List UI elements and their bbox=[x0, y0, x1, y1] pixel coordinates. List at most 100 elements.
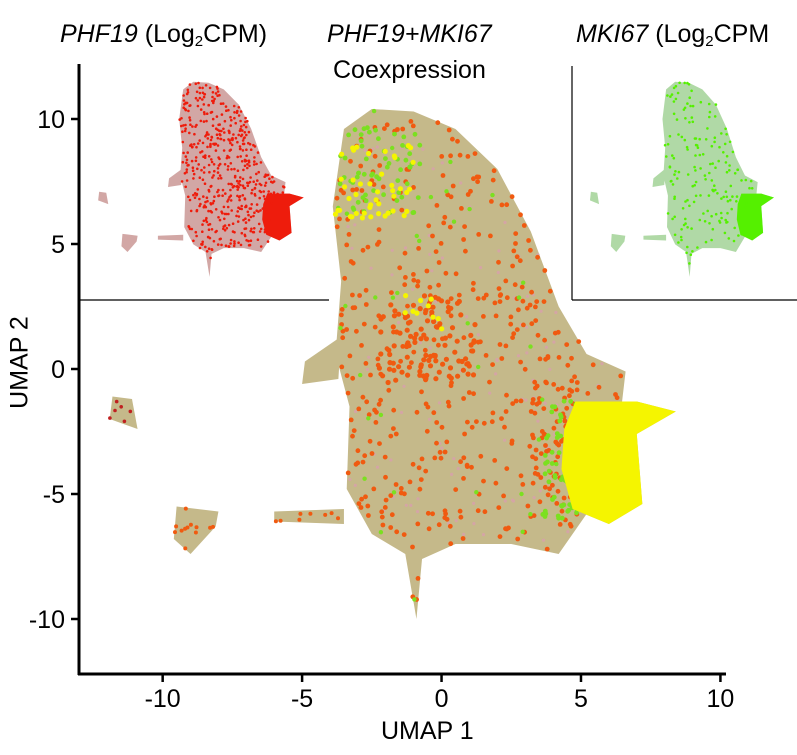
inset-high-point bbox=[196, 188, 200, 191]
phf19-only-point bbox=[569, 378, 575, 384]
inset-high-point bbox=[743, 230, 747, 234]
phf19-only-point bbox=[475, 339, 481, 345]
inset-high-point bbox=[224, 105, 228, 108]
inset-high-point bbox=[242, 218, 245, 222]
phf19-only-point bbox=[350, 375, 356, 381]
inset-high-point bbox=[243, 136, 246, 139]
inset-high-point bbox=[710, 179, 714, 182]
inset-high-point bbox=[218, 123, 221, 126]
phf19-only-point bbox=[559, 438, 564, 444]
phf19-only-point bbox=[329, 511, 334, 516]
inset-high-point bbox=[206, 199, 209, 203]
inset-high-point bbox=[212, 174, 215, 177]
inset-high-point bbox=[198, 246, 202, 250]
mki67-only-point bbox=[568, 399, 574, 404]
inset-high-point bbox=[207, 209, 210, 213]
inset-high-point bbox=[237, 215, 241, 218]
mki67-only-point bbox=[561, 398, 567, 404]
pink-cell-point bbox=[428, 252, 432, 256]
inset-high-point bbox=[707, 194, 711, 197]
mki67-only-point bbox=[395, 290, 400, 296]
phf19-only-point bbox=[173, 530, 177, 535]
phf19-only-point bbox=[383, 497, 389, 503]
phf19-only-point bbox=[554, 501, 560, 506]
phf19-only-point bbox=[418, 336, 424, 342]
inset-high-point bbox=[672, 156, 676, 160]
inset-high-point bbox=[237, 133, 240, 137]
phf19-only-point bbox=[413, 331, 419, 337]
inset-cell-cluster-5 bbox=[157, 234, 184, 241]
phf19-only-point bbox=[555, 386, 561, 392]
inset-high-point bbox=[239, 127, 242, 131]
phf19-only-point bbox=[409, 360, 414, 365]
inset-high-point bbox=[209, 202, 212, 205]
mki67-only-point bbox=[540, 397, 545, 402]
mki67-only-point bbox=[546, 479, 552, 485]
phf19-only-point bbox=[400, 126, 406, 132]
mki67-only-point bbox=[343, 303, 348, 309]
phf19-only-point bbox=[384, 122, 390, 128]
phf19-only-point bbox=[368, 372, 373, 378]
inset-high-point bbox=[736, 168, 740, 171]
phf19-only-point bbox=[395, 127, 400, 132]
phf19-only-point bbox=[340, 328, 346, 334]
inset-high-point bbox=[684, 222, 687, 225]
mki67-only-point bbox=[448, 159, 453, 165]
phf19-only-point bbox=[355, 448, 361, 454]
phf19-only-point bbox=[361, 321, 367, 327]
inset-high-point bbox=[230, 209, 233, 212]
inset-high-point bbox=[266, 204, 270, 208]
phf19-only-point bbox=[365, 244, 371, 250]
inset-high-point bbox=[686, 245, 689, 249]
phf19-only-point bbox=[469, 424, 475, 430]
inset-high-point bbox=[702, 212, 705, 215]
mki67-only-point bbox=[358, 132, 364, 138]
phf19-only-point bbox=[375, 356, 381, 362]
inset-high-point bbox=[266, 173, 270, 177]
inset-high-point bbox=[202, 171, 206, 174]
inset-high-point bbox=[237, 241, 240, 244]
phf19-only-point bbox=[448, 194, 454, 200]
inset-high-point bbox=[714, 212, 718, 216]
phf19-only-point bbox=[411, 272, 416, 277]
coexpression-point bbox=[346, 195, 352, 202]
inset-high-point bbox=[745, 201, 748, 205]
pink-cell-point bbox=[353, 483, 357, 487]
inset-high-point bbox=[263, 228, 267, 231]
inset-high-point bbox=[251, 188, 254, 192]
phf19-only-point bbox=[501, 493, 506, 499]
inset-high-point bbox=[723, 231, 727, 235]
pink-cell-point bbox=[503, 220, 507, 225]
phf19-only-point bbox=[527, 443, 533, 449]
phf19-only-point bbox=[432, 353, 438, 359]
inset-high-point bbox=[209, 185, 212, 188]
inset-high-point bbox=[729, 184, 733, 188]
inset-high-point bbox=[713, 115, 717, 118]
inset-high-point bbox=[686, 102, 689, 105]
inset-high-point bbox=[181, 160, 185, 164]
inset-high-point bbox=[680, 228, 683, 231]
phf19-only-point bbox=[193, 530, 198, 535]
phf19-only-point bbox=[497, 293, 503, 298]
phf19-only-point bbox=[524, 305, 530, 311]
mki67-only-point bbox=[398, 167, 403, 173]
inset-high-point bbox=[183, 107, 187, 111]
phf19-only-point bbox=[471, 339, 477, 345]
inset-high-point bbox=[237, 186, 240, 189]
phf19-only-point bbox=[407, 479, 413, 485]
inset-high-point bbox=[237, 106, 241, 109]
phf19-only-point bbox=[376, 365, 382, 371]
phf19-only-point bbox=[357, 293, 362, 298]
inset-high-point bbox=[204, 200, 207, 204]
phf19-only-point bbox=[482, 509, 488, 515]
inset-high-point bbox=[191, 125, 194, 128]
pink-cell-point bbox=[488, 391, 492, 395]
phf19-only-point bbox=[360, 394, 366, 400]
phf19-only-point bbox=[388, 302, 394, 308]
inset-high-point bbox=[206, 235, 210, 239]
phf19-only-point bbox=[618, 373, 624, 379]
phf19-only-point bbox=[391, 407, 397, 413]
inset-high-point bbox=[722, 151, 725, 154]
phf19-only-point bbox=[386, 387, 392, 393]
inset-high-point bbox=[674, 97, 678, 101]
